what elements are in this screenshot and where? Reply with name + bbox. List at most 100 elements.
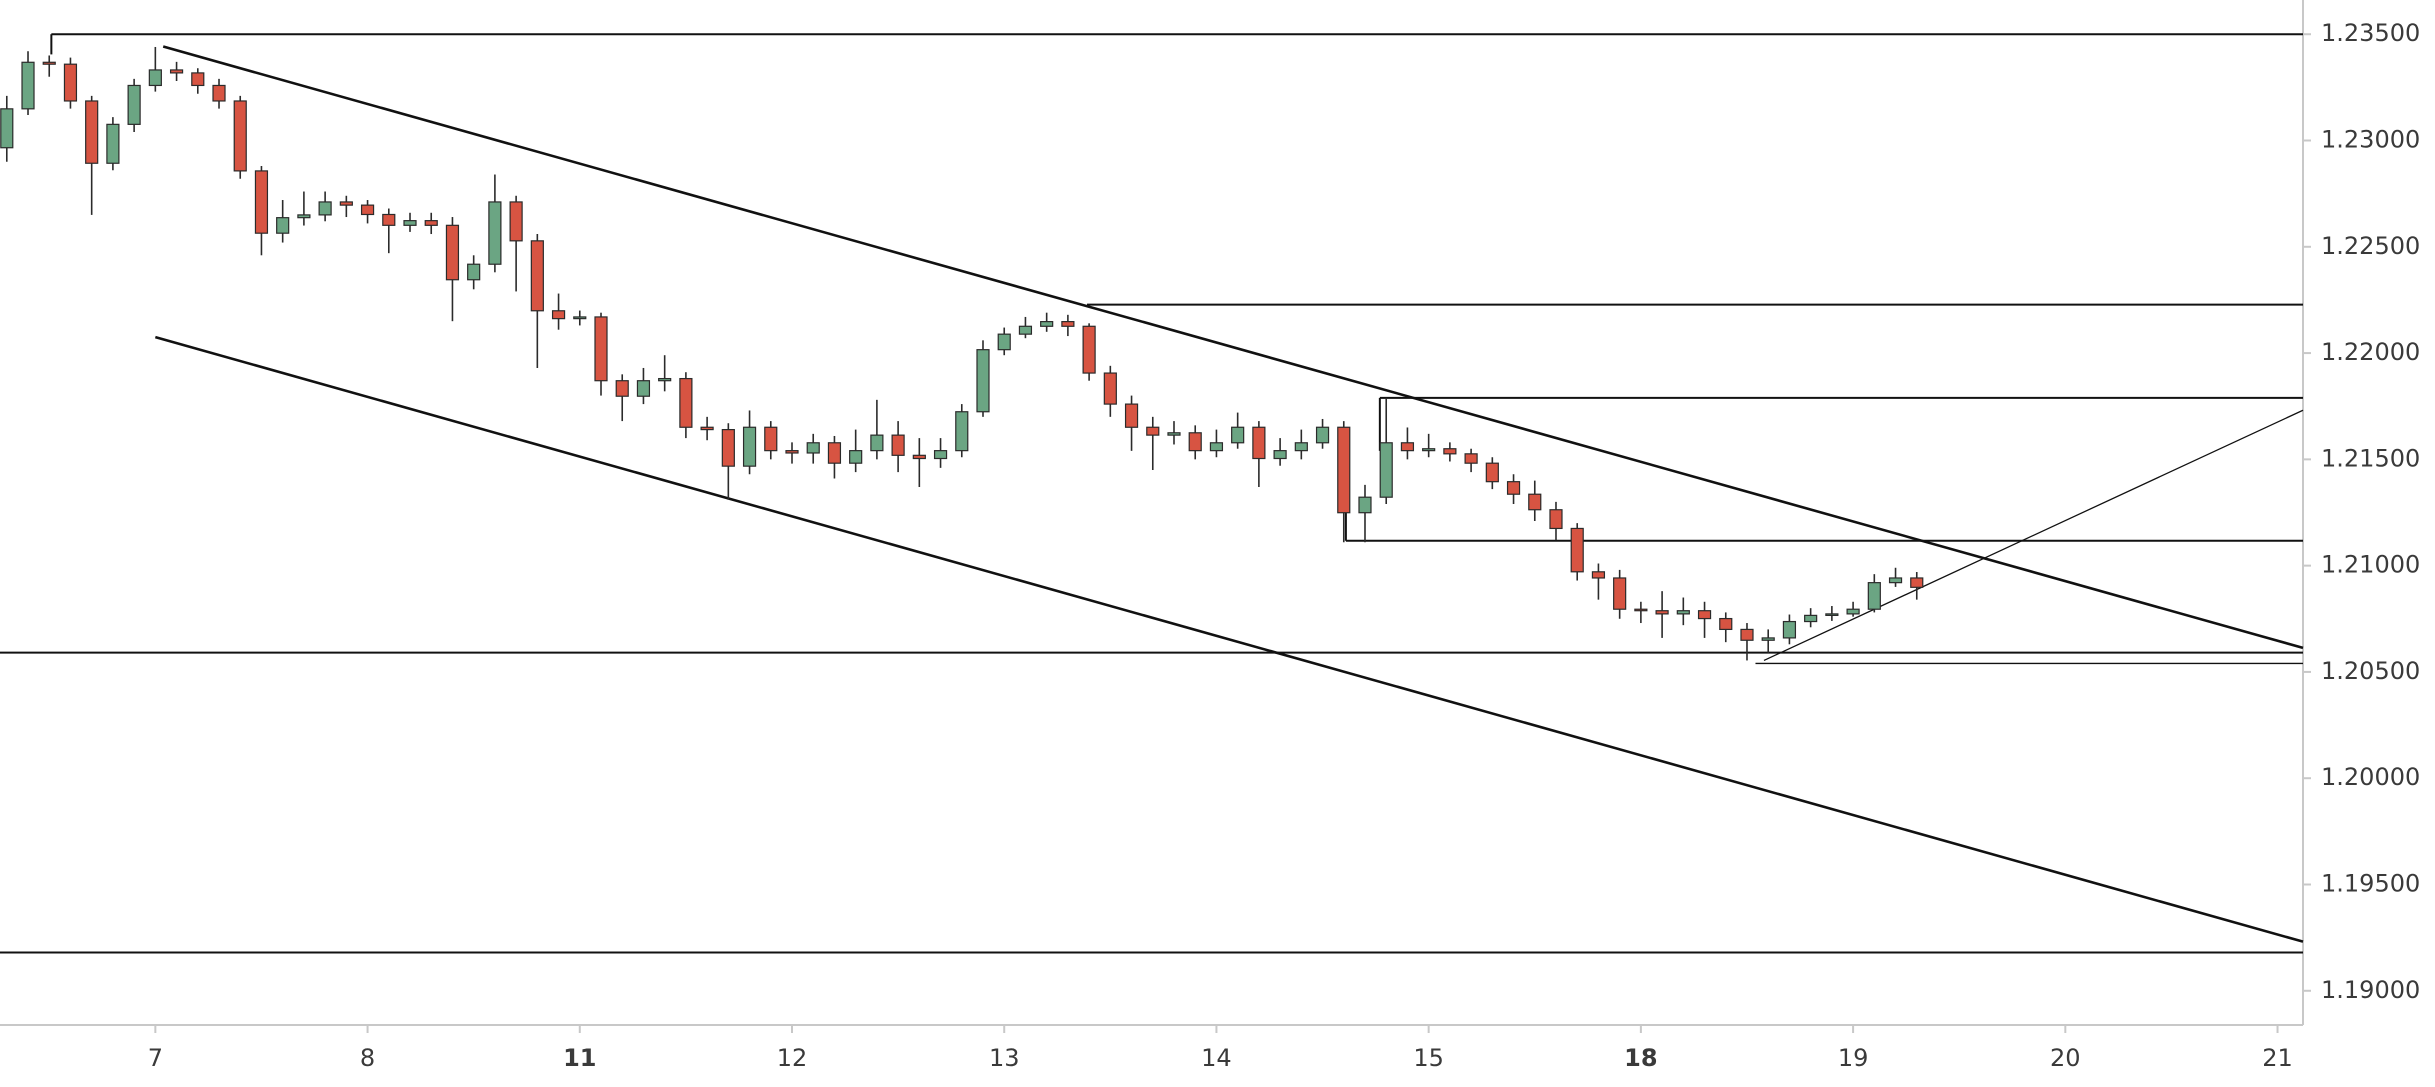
candle-body xyxy=(742,426,757,467)
candle-body xyxy=(1782,620,1797,639)
candle-body xyxy=(424,220,438,226)
candle-body xyxy=(106,123,120,164)
candle-body xyxy=(1337,426,1351,514)
y-tick-label: 1.19500 xyxy=(2321,869,2420,897)
x-tick-label: 18 xyxy=(1624,1044,1657,1072)
candle-body xyxy=(955,411,969,452)
x-tick-label: 15 xyxy=(1413,1044,1444,1072)
candle-body xyxy=(318,201,332,216)
candle-body xyxy=(63,63,78,102)
candle-body xyxy=(1294,442,1308,452)
candle-body xyxy=(1825,613,1839,616)
candle-body xyxy=(1740,628,1754,641)
candle-body xyxy=(551,310,566,320)
candle-body xyxy=(1103,372,1117,405)
candle-body xyxy=(785,450,799,454)
candle-body xyxy=(530,240,544,312)
candle-body xyxy=(42,61,56,65)
candle-body xyxy=(254,170,269,234)
candle-body xyxy=(870,434,884,452)
y-tick-label: 1.20500 xyxy=(2321,657,2420,685)
candle-body xyxy=(509,201,523,242)
candle-body xyxy=(169,69,184,74)
x-tick-label: 20 xyxy=(2050,1044,2081,1072)
x-tick-label: 14 xyxy=(1201,1044,1232,1072)
candle-body xyxy=(1273,450,1287,460)
candle-body xyxy=(148,69,162,87)
drawing-line xyxy=(162,45,2304,650)
x-tick-label: 8 xyxy=(360,1044,375,1072)
candle-body xyxy=(1422,448,1436,452)
candle-body xyxy=(1209,442,1224,452)
candle-body xyxy=(382,213,396,226)
candle-body xyxy=(679,377,693,428)
candle-body xyxy=(467,263,481,281)
candle-body xyxy=(1443,448,1457,455)
x-tick-label: 19 xyxy=(1838,1044,1869,1072)
y-tick-label: 1.21500 xyxy=(2321,444,2420,472)
candle-body xyxy=(1570,527,1584,573)
candle-body xyxy=(127,84,141,125)
candle-body xyxy=(1124,403,1139,428)
candle-body xyxy=(1676,610,1690,615)
candle-body xyxy=(976,349,990,413)
candle-body xyxy=(297,214,311,219)
candle-body xyxy=(191,72,205,87)
candle-body xyxy=(636,380,651,397)
y-tick-label: 1.20000 xyxy=(2321,763,2420,791)
y-tick-label: 1.23500 xyxy=(2321,19,2420,47)
candle-body xyxy=(1018,325,1033,335)
x-tick-label: 12 xyxy=(777,1044,808,1072)
candle-body xyxy=(1082,325,1096,374)
candle-body xyxy=(403,220,417,226)
candle-body xyxy=(1146,426,1160,436)
candle-body xyxy=(1315,426,1330,444)
candle-body xyxy=(1167,432,1181,436)
candle-body xyxy=(1040,321,1054,327)
candle-body xyxy=(1061,321,1075,327)
candle-body xyxy=(1846,608,1860,615)
candle-body xyxy=(339,201,353,206)
candle-body xyxy=(891,434,905,456)
candle-body xyxy=(488,201,502,265)
y-tick-label: 1.21000 xyxy=(2321,551,2420,579)
candle-body xyxy=(445,224,460,281)
x-tick-label: 21 xyxy=(2262,1044,2293,1072)
candle-body xyxy=(21,61,35,110)
candle-body xyxy=(1252,426,1266,460)
candle-body xyxy=(806,442,820,454)
candle-body xyxy=(1506,481,1521,495)
candle-body xyxy=(85,100,99,164)
candle-body xyxy=(1188,432,1202,452)
candle-body xyxy=(1888,577,1903,584)
candle-body xyxy=(912,454,926,460)
candle-body xyxy=(1804,614,1818,623)
candle-body xyxy=(1231,426,1245,444)
x-tick-label: 7 xyxy=(148,1044,163,1072)
candle-body xyxy=(1549,509,1563,530)
candle-body xyxy=(0,108,14,149)
drawing-line xyxy=(154,335,2304,943)
candle-body xyxy=(615,380,629,397)
candle-body xyxy=(573,316,587,320)
candle-body xyxy=(1761,637,1775,641)
y-tick-label: 1.22500 xyxy=(2321,232,2420,260)
candle-body xyxy=(1910,577,1924,588)
candle-body xyxy=(1867,582,1881,610)
y-tick-label: 1.23000 xyxy=(2321,126,2420,154)
candle-body xyxy=(1719,617,1733,631)
candle-body xyxy=(360,204,375,216)
x-tick-label: 13 xyxy=(989,1044,1020,1072)
candle-body xyxy=(233,100,247,172)
candle-body xyxy=(764,426,778,452)
candle-body xyxy=(1613,577,1627,610)
y-tick-label: 1.22000 xyxy=(2321,338,2420,366)
candle-body xyxy=(1485,462,1499,483)
candle-body xyxy=(594,316,608,382)
candle-body xyxy=(849,450,863,464)
candle-body xyxy=(658,377,672,382)
candle-body xyxy=(933,450,948,460)
candle-body xyxy=(1697,610,1712,620)
